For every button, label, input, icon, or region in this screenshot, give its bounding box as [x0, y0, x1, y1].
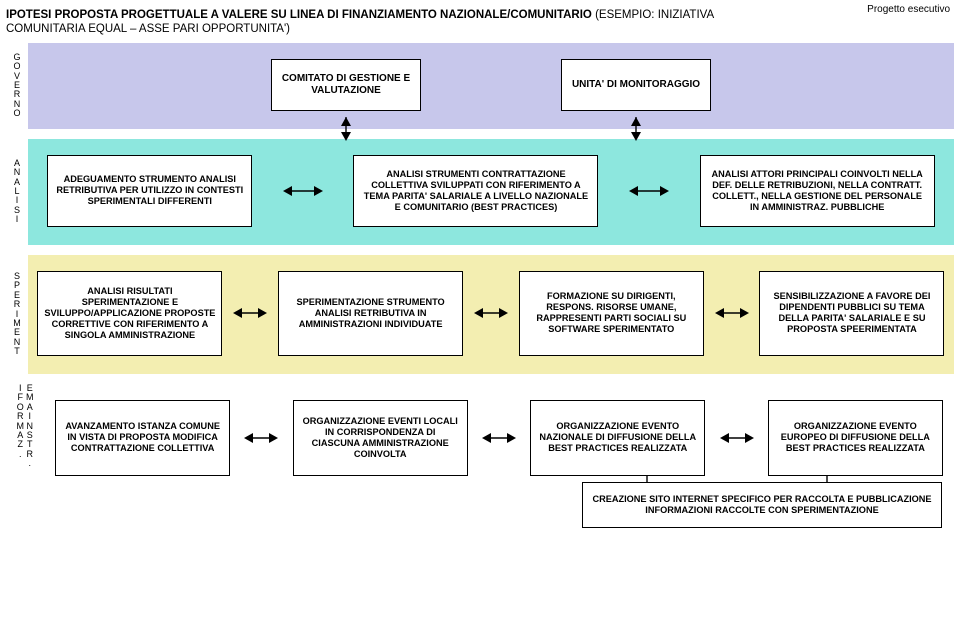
box-analisi-strumenti: ANALISI STRUMENTI CONTRATTAZIONE COLLETT… [353, 155, 598, 227]
box-sensibilizzazione: SENSIBILIZZAZIONE A FAVORE DEI DIPENDENT… [759, 271, 944, 356]
box-analisi-risultati: ANALISI RISULTATI SPERIMENTAZIONE E SVIL… [37, 271, 222, 356]
band-informaz: IFORMAZ. EMAINSTR. AVANZAMENTO ISTANZA C… [6, 384, 954, 532]
arrow-double-icon [233, 306, 267, 320]
arrow-double-icon [482, 431, 516, 445]
arrow-double-icon [283, 184, 323, 198]
arrow-double-icon [720, 431, 754, 445]
band-analisi: ANALISI ADEGUAMENTO STRUMENTO ANALISI RE… [6, 139, 954, 245]
arrow-double-icon [629, 184, 669, 198]
arrow-double-icon [244, 431, 278, 445]
connector-down-icon [339, 117, 353, 141]
title-main: IPOTESI PROPOSTA PROGETTUALE A VALERE SU… [6, 9, 595, 21]
band-speriment: SPERIMENT ANALISI RISULTATI SPERIMENTAZI… [6, 255, 954, 374]
arrow-double-icon [715, 306, 749, 320]
box-sito-internet: CREAZIONE SITO INTERNET SPECIFICO PER RA… [582, 482, 942, 528]
page-header-tag: Progetto esecutivo [867, 4, 950, 15]
box-evento-europeo: ORGANIZZAZIONE EVENTO EUROPEO DI DIFFUSI… [768, 400, 943, 476]
arrow-double-icon [474, 306, 508, 320]
box-eventi-locali: ORGANIZZAZIONE EVENTI LOCALI IN CORRISPO… [293, 400, 468, 476]
box-evento-nazionale: ORGANIZZAZIONE EVENTO NAZIONALE DI DIFFU… [530, 400, 705, 476]
title-line2: COMUNITARIA EQUAL – ASSE PARI OPPORTUNIT… [6, 23, 290, 35]
side-label-informaz: IFORMAZ. EMAINSTR. [6, 384, 44, 532]
box-adeguamento: ADEGUAMENTO STRUMENTO ANALISI RETRIBUTIV… [47, 155, 252, 227]
box-comitato: COMITATO DI GESTIONE E VALUTAZIONE [271, 59, 421, 111]
box-analisi-attori: ANALISI ATTORI PRINCIPALI COINVOLTI NELL… [700, 155, 935, 227]
title-paren: (ESEMPIO: INIZIATIVA [595, 9, 714, 21]
connector-down-icon [629, 117, 643, 141]
box-formazione: FORMAZIONE SU DIRIGENTI, RESPONS. RISORS… [519, 271, 704, 356]
side-label-analisi: ANALISI [6, 139, 28, 245]
page-title: IPOTESI PROPOSTA PROGETTUALE A VALERE SU… [6, 8, 954, 37]
band-governo: GOVERNO COMITATO DI GESTIONE E VALUTAZIO… [6, 43, 954, 129]
box-avanzamento: AVANZAMENTO ISTANZA COMUNE IN VISTA DI P… [55, 400, 230, 476]
box-sperimentazione-strumento: SPERIMENTAZIONE STRUMENTO ANALISI RETRIB… [278, 271, 463, 356]
side-label-governo: GOVERNO [6, 43, 28, 129]
box-unita-monitoraggio: UNITA' DI MONITORAGGIO [561, 59, 711, 111]
side-label-speriment: SPERIMENT [6, 255, 28, 374]
